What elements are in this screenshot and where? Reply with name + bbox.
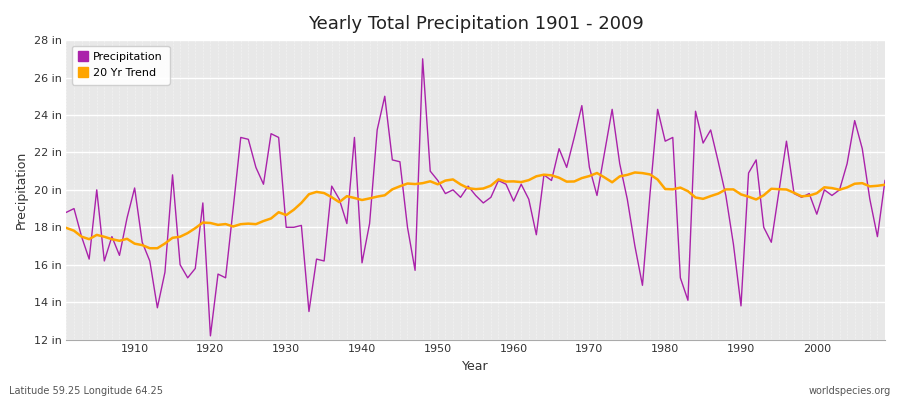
Y-axis label: Precipitation: Precipitation [15,151,28,229]
Text: worldspecies.org: worldspecies.org [809,386,891,396]
X-axis label: Year: Year [463,360,489,373]
Legend: Precipitation, 20 Yr Trend: Precipitation, 20 Yr Trend [72,46,169,84]
Title: Yearly Total Precipitation 1901 - 2009: Yearly Total Precipitation 1901 - 2009 [308,15,644,33]
Text: Latitude 59.25 Longitude 64.25: Latitude 59.25 Longitude 64.25 [9,386,163,396]
